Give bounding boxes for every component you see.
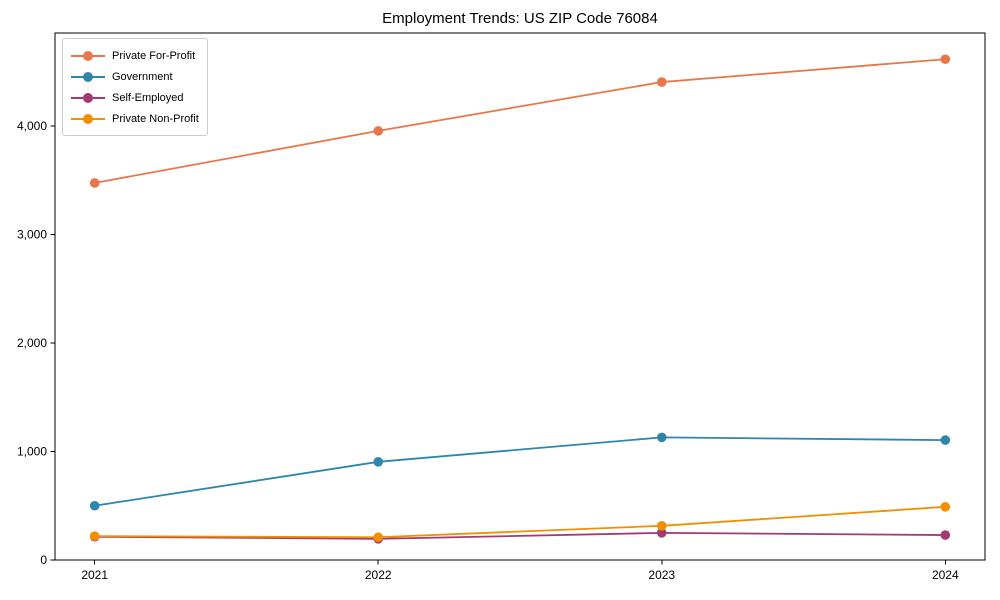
series-line-self-employed <box>94 531 946 540</box>
data-point-government <box>940 435 951 445</box>
y-tick-label: 0 <box>40 553 47 567</box>
y-tick-label: 3,000 <box>17 227 47 241</box>
line-marker-icon <box>71 92 105 103</box>
legend-label: Private For-Profit <box>112 49 196 62</box>
data-point-private-non-profit <box>940 502 951 512</box>
data-point-private-non-profit <box>656 521 667 531</box>
y-tick-label: 4,000 <box>17 119 47 133</box>
data-point-private-non-profit <box>89 531 100 541</box>
legend: Private For-Profit Government Self-Emplo… <box>62 38 208 136</box>
x-tick-label: 2021 <box>81 568 108 582</box>
legend-item-private-non-profit: Private Non-Profit <box>71 108 199 129</box>
line-marker-icon <box>71 71 105 82</box>
chart-title: Employment Trends: US ZIP Code 76084 <box>382 10 658 27</box>
legend-label: Self-Employed <box>112 91 184 104</box>
legend-label: Private Non-Profit <box>112 112 199 125</box>
y-tick-label: 2,000 <box>17 336 47 350</box>
x-tick-label: 2024 <box>932 568 959 582</box>
x-tick-label: 2023 <box>648 568 675 582</box>
line-marker-icon <box>71 113 105 124</box>
legend-label: Government <box>112 70 173 83</box>
data-point-government <box>89 500 100 511</box>
plot-border <box>54 32 986 561</box>
legend-item-government: Government <box>71 66 197 87</box>
data-point-private-for-profit <box>940 54 951 65</box>
series-line-private-for-profit <box>94 58 946 184</box>
line-marker-icon <box>71 50 105 61</box>
data-point-private-for-profit <box>656 77 667 87</box>
data-point-private-for-profit <box>373 126 384 136</box>
data-point-private-non-profit <box>373 532 384 543</box>
y-tick-label: 1,000 <box>17 444 47 458</box>
data-point-government <box>373 457 384 467</box>
legend-item-self-employed: Self-Employed <box>71 87 197 108</box>
series-line-private-non-profit <box>94 505 946 539</box>
data-point-self-employed <box>656 528 667 538</box>
data-point-government <box>656 432 667 443</box>
data-point-private-for-profit <box>89 178 100 188</box>
data-point-self-employed <box>940 530 951 540</box>
series-line-government <box>94 436 946 507</box>
legend-item-private-for-profit: Private For-Profit <box>71 45 197 66</box>
x-tick-label: 2022 <box>365 568 392 582</box>
